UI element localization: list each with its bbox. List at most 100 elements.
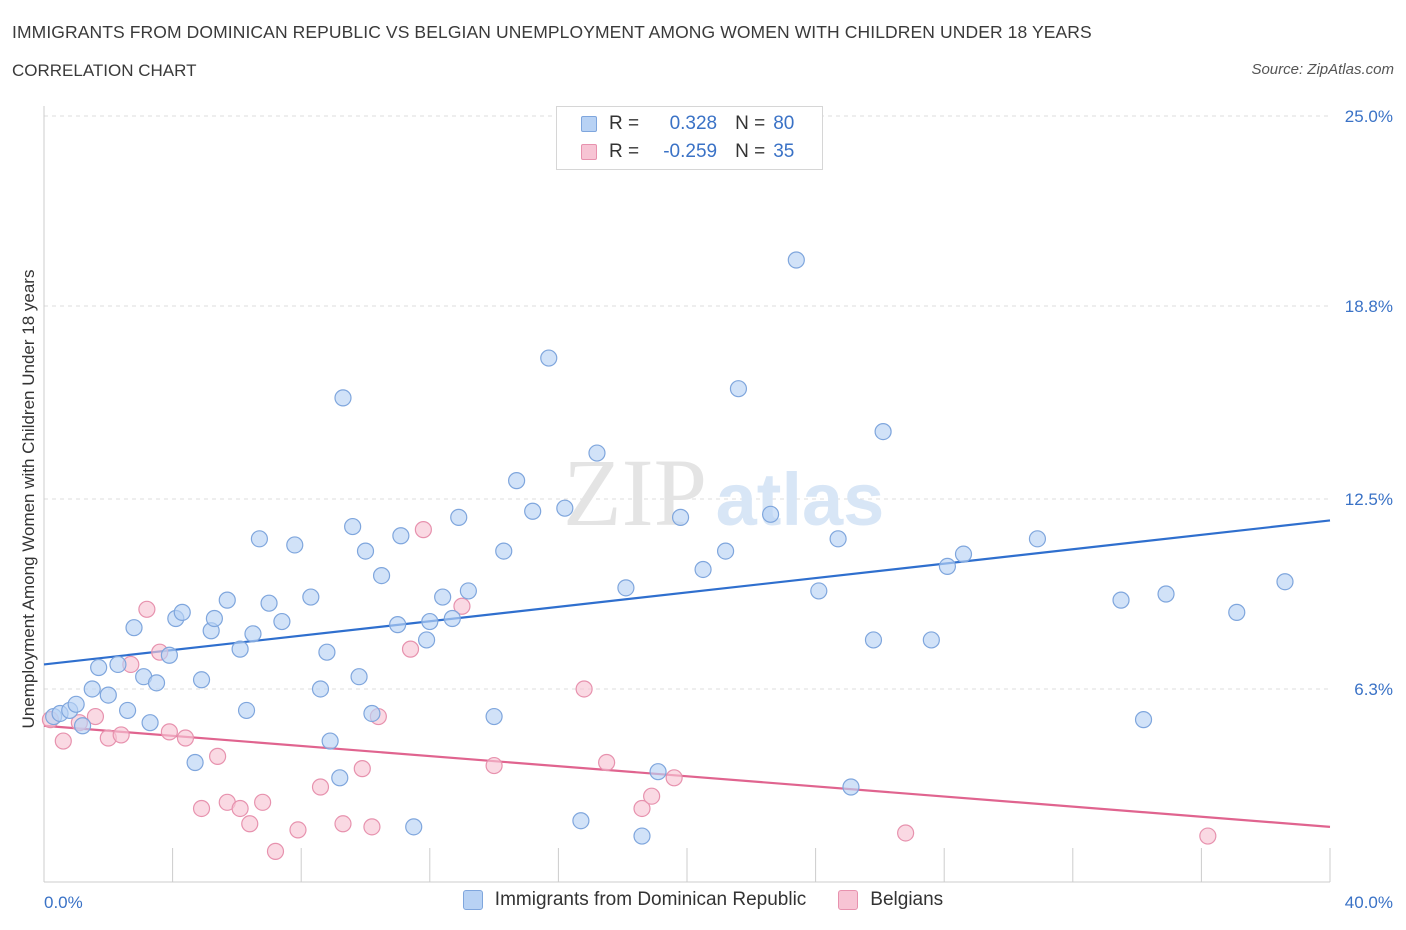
point-dominican — [829, 530, 847, 548]
point-belgian — [54, 732, 72, 750]
point-dominican — [540, 349, 558, 367]
point-dominican — [874, 422, 892, 441]
point-dominican — [356, 542, 375, 560]
point-dominican — [125, 619, 143, 637]
point-dominican — [588, 444, 606, 462]
point-dominican — [147, 674, 166, 692]
trend-lines — [43, 519, 1331, 828]
point-dominican — [186, 753, 204, 772]
point-dominican — [1157, 585, 1175, 603]
y-tick-label: 12.5% — [1345, 490, 1393, 509]
point-belgian — [897, 824, 915, 842]
point-dominican — [1112, 591, 1130, 609]
legend-n-label: N = — [735, 141, 766, 162]
point-dominican — [286, 536, 304, 554]
point-belgian — [112, 726, 130, 744]
point-dominican — [450, 508, 468, 526]
point-dominican — [192, 671, 211, 689]
point-dominican — [231, 640, 249, 658]
y-axis-label: Unemployment Among Women with Children U… — [19, 270, 38, 729]
point-dominican — [572, 812, 590, 830]
point-dominican — [372, 566, 391, 585]
point-dominican — [405, 818, 423, 836]
point-dominican — [118, 701, 137, 720]
stats-legend: R = 0.328 N = 80 R = -0.259 N = 35 — [556, 106, 823, 170]
legend-r-label: R = — [609, 113, 640, 134]
x-tick-label: 0.0% — [44, 893, 83, 912]
point-dominican — [864, 631, 883, 649]
point-dominican — [617, 579, 635, 597]
point-belgian — [643, 787, 661, 805]
point-dominican — [729, 380, 748, 398]
point-dominican — [842, 778, 860, 796]
point-dominican — [392, 527, 410, 545]
legend-row-belgians: R = -0.259 N = 35 — [581, 139, 794, 165]
point-belgian — [192, 799, 211, 818]
series-legend-label: Belgians — [870, 889, 944, 910]
chart-title: IMMIGRANTS FROM DOMINICAN REPUBLIC VS BE… — [12, 22, 1092, 42]
gridlines — [44, 115, 1330, 690]
point-dominican — [459, 582, 477, 600]
point-belgian — [598, 753, 616, 772]
point-belgian — [363, 818, 381, 836]
point-belgian — [311, 778, 330, 796]
legend-n-value: 35 — [773, 141, 795, 162]
point-dominican — [495, 542, 513, 560]
point-belgian — [86, 707, 105, 726]
series-legend: Immigrants from Dominican Republic Belgi… — [0, 889, 1406, 911]
point-dominican — [363, 704, 381, 723]
point-dominican — [344, 517, 362, 536]
point-dominican — [250, 530, 269, 548]
point-dominican — [260, 594, 278, 612]
point-belgian — [575, 680, 593, 698]
point-dominican — [109, 655, 127, 674]
point-dominican — [421, 612, 439, 631]
point-belgian — [414, 521, 432, 539]
point-dominican — [302, 588, 320, 606]
trend-line — [43, 724, 1331, 828]
watermark: ZIP atlas — [563, 439, 884, 546]
point-dominican — [716, 542, 735, 560]
point-dominican — [485, 707, 503, 726]
y-tick-label: 25.0% — [1345, 107, 1393, 126]
point-belgian — [176, 729, 195, 747]
point-belgian — [241, 815, 259, 833]
point-dominican — [417, 631, 436, 649]
watermark-atlas: atlas — [716, 458, 885, 541]
series-legend-swatch-dominican — [462, 890, 483, 910]
point-dominican — [787, 251, 805, 269]
point-dominican — [389, 616, 407, 634]
point-dominican — [1228, 603, 1246, 621]
chart-subtitle: CORRELATION CHART — [12, 61, 197, 80]
source-label: Source: ZipAtlas.com — [1251, 61, 1394, 78]
point-dominican — [671, 508, 690, 526]
point-dominican — [1028, 530, 1047, 548]
point-dominican — [331, 769, 349, 787]
point-belgian — [401, 640, 420, 658]
point-dominican — [443, 609, 461, 628]
point-belgian — [334, 815, 352, 833]
series-legend-item-belgians[interactable]: Belgians — [838, 889, 943, 911]
point-dominican — [524, 502, 542, 520]
point-dominican — [83, 680, 101, 698]
series-legend-item-dominican[interactable]: Immigrants from Dominican Republic — [462, 889, 806, 911]
point-dominican — [649, 763, 667, 781]
point-belgian — [138, 600, 156, 618]
data-points — [41, 251, 1294, 860]
point-dominican — [99, 686, 117, 704]
point-dominican — [273, 612, 291, 631]
point-dominican — [141, 714, 159, 732]
point-belgian — [633, 799, 651, 818]
point-dominican — [218, 591, 236, 609]
point-belgian — [289, 821, 307, 839]
legend-swatch-belgians — [581, 144, 597, 160]
point-dominican — [350, 668, 368, 686]
point-dominican — [938, 557, 957, 576]
legend-r-value: 0.328 — [669, 113, 718, 134]
point-dominican — [954, 545, 973, 563]
legend-r-label: R = — [609, 141, 640, 162]
point-belgian — [1199, 827, 1217, 845]
point-belgian — [254, 793, 272, 811]
point-dominican — [205, 609, 223, 628]
